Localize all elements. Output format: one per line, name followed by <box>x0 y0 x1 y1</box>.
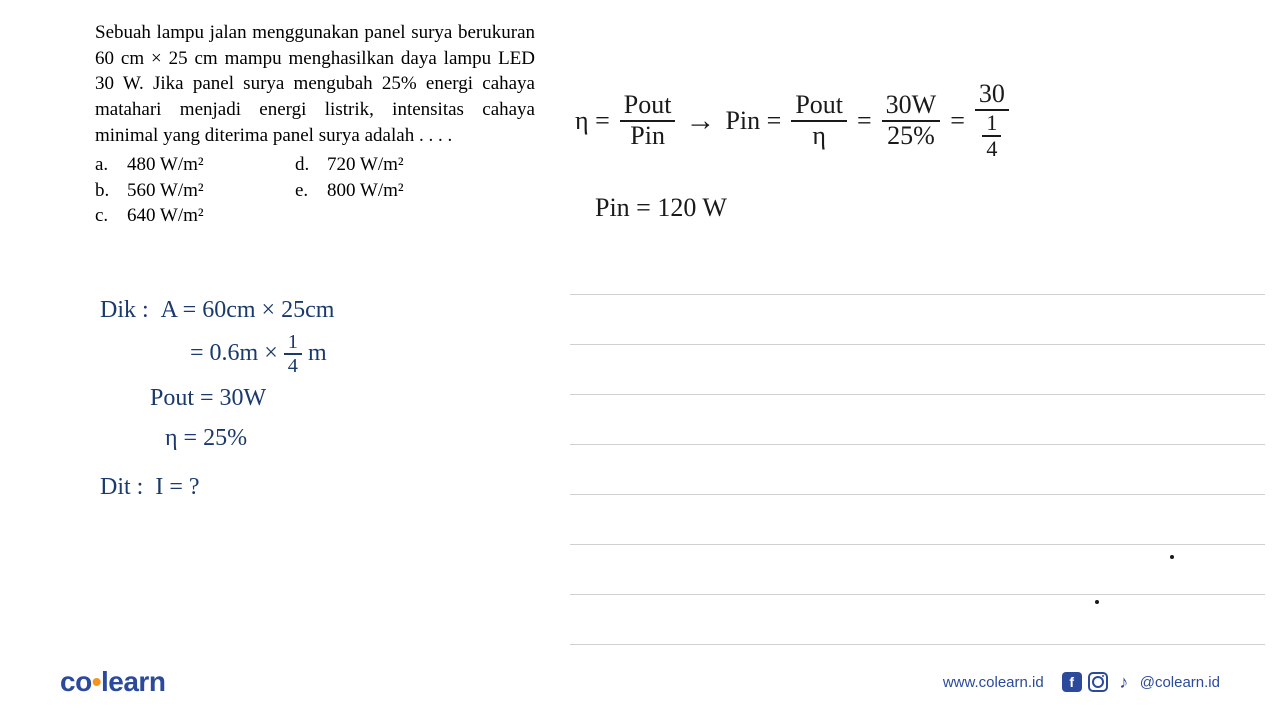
dit-label: Dit : <box>100 474 143 500</box>
frac-pout-pin: Pout Pin <box>620 91 676 150</box>
pen-dot <box>1170 555 1174 559</box>
handwriting-solution: η = Pout Pin → Pin = Pout η = 30W 25% = … <box>575 80 1009 223</box>
area-conv: = 0.6m × <box>190 340 278 366</box>
tiktok-icon: ♪ <box>1114 672 1134 692</box>
efficiency-derivation: η = Pout Pin → Pin = Pout η = 30W 25% = … <box>575 80 1009 161</box>
handwriting-known: Dik : A = 60cm × 25cm = 0.6m × 1 4 m Pou… <box>100 290 334 508</box>
intensity-unknown: I = ? <box>155 474 199 500</box>
option-d: d.720 W/m² <box>295 152 404 178</box>
facebook-icon: f <box>1062 672 1082 692</box>
option-a: a.480 W/m² <box>95 152 295 178</box>
frac-30w-25pct: 30W 25% <box>882 91 941 150</box>
option-e: e.800 W/m² <box>295 178 404 204</box>
question-block: Sebuah lampu jalan menggunakan panel sur… <box>95 20 535 229</box>
instagram-icon <box>1088 672 1108 692</box>
area-eq: A = 60cm × 25cm <box>161 297 335 323</box>
pout-given: Pout = 30W <box>150 378 334 419</box>
website-url: www.colearn.id <box>943 674 1044 691</box>
option-c: c.640 W/m² <box>95 203 295 229</box>
ruled-paper <box>570 245 1265 645</box>
social-icons: f ♪ @colearn.id <box>1062 672 1220 692</box>
eta-given: η = 25% <box>165 418 334 459</box>
colearn-logo: co•learn <box>60 666 165 698</box>
quarter-frac: 1 4 <box>284 331 302 378</box>
question-text: Sebuah lampu jalan menggunakan panel sur… <box>95 20 535 148</box>
pin-result: Pin = 120 W <box>595 193 1009 223</box>
dik-label: Dik : <box>100 297 149 323</box>
frac-30-over-quarter: 30 1 4 <box>975 80 1009 161</box>
options-container: a.480 W/m² b.560 W/m² c.640 W/m² d.720 W… <box>95 152 535 229</box>
social-handle: @colearn.id <box>1140 674 1220 691</box>
pen-dot <box>1095 600 1099 604</box>
footer: co•learn www.colearn.id f ♪ @colearn.id <box>0 666 1280 698</box>
frac-pout-eta: Pout η <box>791 91 847 150</box>
option-b: b.560 W/m² <box>95 178 295 204</box>
